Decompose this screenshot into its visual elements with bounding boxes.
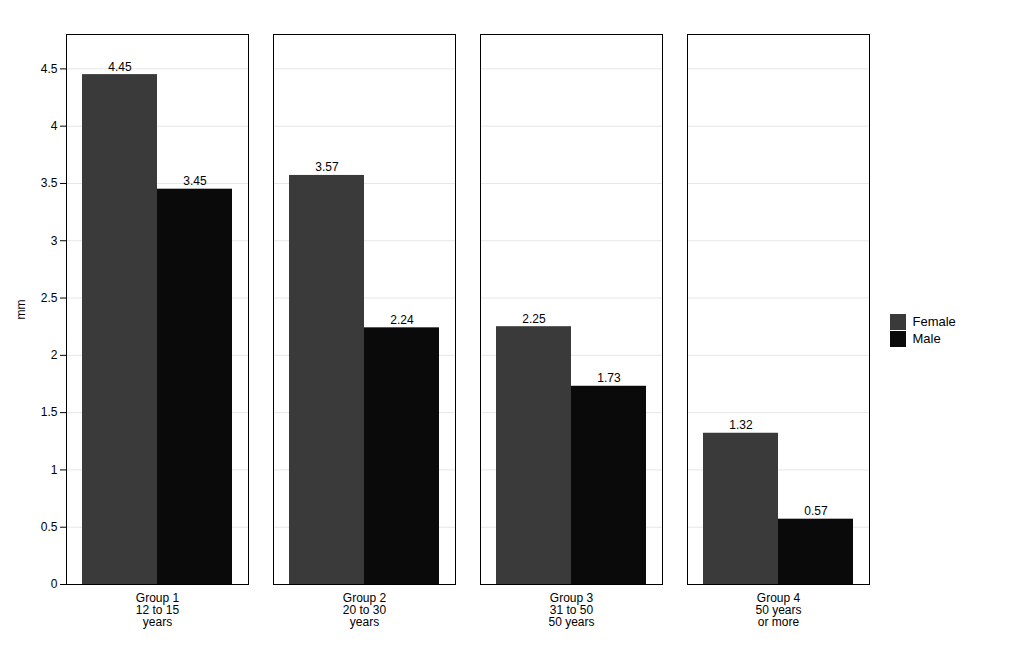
svg-text:1.32: 1.32: [729, 418, 753, 432]
svg-text:1.5: 1.5: [41, 405, 58, 419]
svg-text:2.5: 2.5: [41, 291, 58, 305]
svg-text:0: 0: [51, 577, 58, 591]
svg-text:0.5: 0.5: [41, 520, 58, 534]
svg-text:Group 112 to 15years: Group 112 to 15years: [136, 591, 180, 629]
svg-text:3: 3: [51, 234, 58, 248]
svg-text:2: 2: [51, 348, 58, 362]
svg-text:0.57: 0.57: [804, 504, 828, 518]
svg-text:1.73: 1.73: [597, 371, 621, 385]
html-text:Female: Female: [912, 314, 956, 330]
svg-text:Group 331 to 5050 years: Group 331 to 5050 years: [548, 591, 594, 629]
svg-text:4.45: 4.45: [108, 60, 132, 74]
svg-text:2.25: 2.25: [522, 312, 546, 326]
svg-text:mm: mm: [14, 300, 28, 320]
svg-text:3.45: 3.45: [183, 174, 207, 188]
svg-text:3.57: 3.57: [315, 160, 339, 174]
svg-text:Group 220 to 30years: Group 220 to 30years: [343, 591, 387, 629]
svg-text:2.24: 2.24: [390, 313, 414, 327]
svg-text:4.5: 4.5: [41, 62, 58, 76]
html-text:Male: Male: [912, 331, 941, 347]
svg-text:Group 450 yearsor more: Group 450 yearsor more: [755, 591, 801, 629]
svg-text:3.5: 3.5: [41, 176, 58, 190]
svg-text:1: 1: [51, 463, 58, 477]
svg-text:4: 4: [51, 119, 58, 133]
